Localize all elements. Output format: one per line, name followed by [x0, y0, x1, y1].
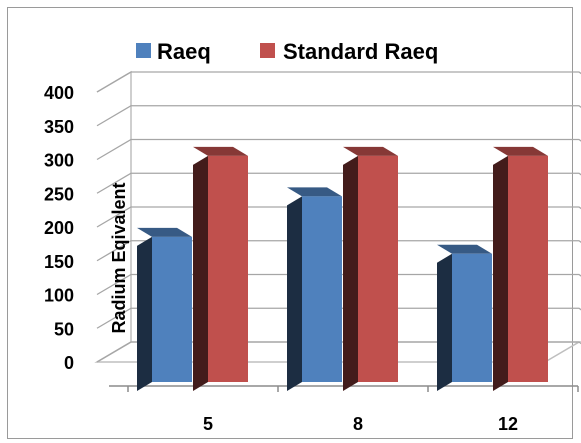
legend-swatch-raeq: [136, 43, 151, 58]
bar: [493, 146, 548, 391]
y-tick-label: 100: [44, 286, 74, 306]
bar: [137, 227, 192, 391]
bar-top: [437, 244, 492, 254]
x-tick-label: 5: [203, 414, 213, 434]
legend: Raeq Standard Raeq: [136, 39, 438, 64]
bar: [437, 244, 492, 391]
y-tick-label: 200: [44, 218, 74, 238]
gridline: [96, 105, 581, 127]
legend-label-standard-raeq: Standard Raeq: [283, 39, 438, 64]
gridline: [96, 138, 581, 161]
bar-front: [508, 155, 548, 382]
bar-top: [287, 187, 342, 197]
bar-top: [493, 146, 548, 156]
bar-side: [287, 196, 302, 391]
y-tick-label: 350: [44, 117, 74, 137]
y-tick-label: 0: [64, 353, 74, 373]
bar: [343, 146, 398, 391]
bar: [287, 187, 342, 391]
bar-side: [437, 253, 452, 391]
bar-front: [302, 196, 342, 382]
bar-front: [152, 236, 192, 382]
x-axis: 5 8 12: [109, 385, 579, 434]
bar-front: [208, 155, 248, 382]
y-tick-label: 50: [54, 319, 74, 339]
y-tick-label: 400: [44, 83, 74, 103]
bar-top: [137, 227, 192, 237]
y-tick-label: 300: [44, 151, 74, 171]
legend-label-raeq: Raeq: [157, 39, 211, 64]
bar-side: [493, 155, 508, 391]
bar-side: [137, 236, 152, 391]
y-tick-label: 250: [44, 184, 74, 204]
x-tick-label: 12: [498, 414, 518, 434]
bar-top: [343, 146, 398, 156]
y-tick-labels: 0 50 100 150 200 250 300 350 400: [44, 83, 74, 373]
y-tick-label: 150: [44, 252, 74, 272]
y-axis-title: Radium Eqivalent: [109, 182, 129, 333]
x-tick-label: 8: [353, 414, 363, 434]
bar-front: [452, 253, 492, 382]
bar-top: [193, 146, 248, 156]
bar-front: [358, 155, 398, 382]
bar: [193, 146, 248, 391]
gridline: [96, 71, 581, 93]
bars: [137, 146, 548, 391]
legend-swatch-standard-raeq: [260, 43, 275, 58]
bar-side: [343, 155, 358, 391]
bar-side: [193, 155, 208, 391]
